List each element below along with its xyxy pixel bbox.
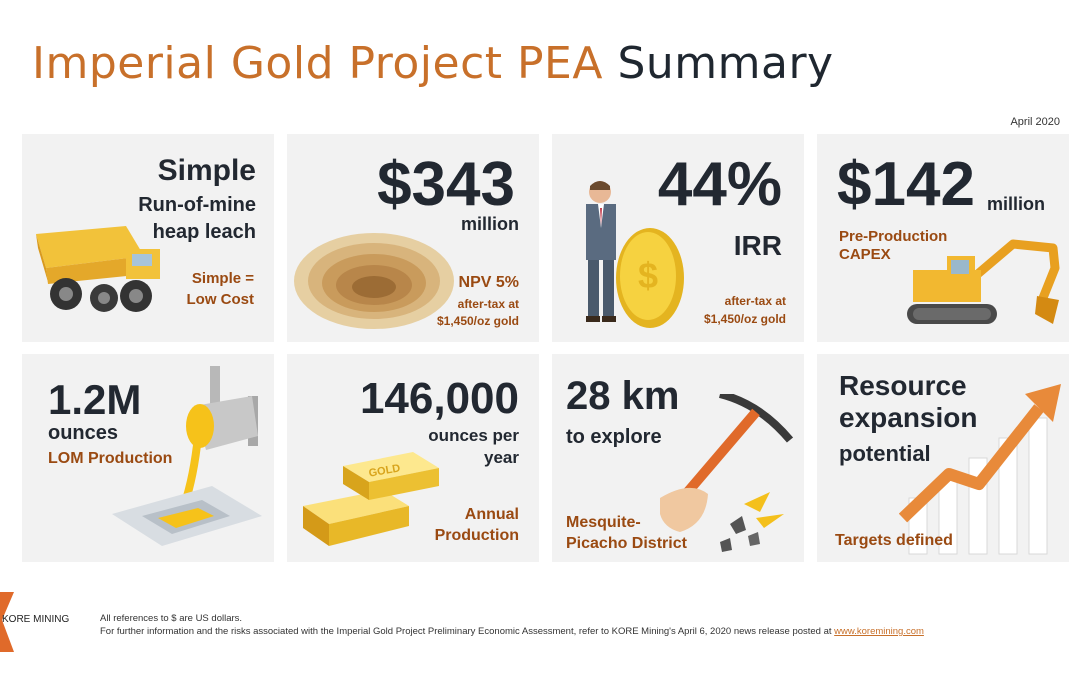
card-npv: $343 million NPV 5% after-tax at $1,450/… [287, 134, 539, 342]
excavator-icon [907, 239, 1060, 324]
card4-unit: million [987, 194, 1045, 214]
website-link[interactable]: www.koremining.com [834, 626, 924, 637]
card1-line2: Run-of-mine [138, 194, 256, 216]
card8-sub1: Targets defined [835, 532, 953, 549]
businessman-coin-icon: $ [586, 181, 684, 328]
card2-sub3: $1,450/oz gold [436, 314, 519, 328]
pouring-ladle-icon [112, 366, 262, 546]
card-lom-production: 1.2M ounces LOM Production [22, 354, 274, 562]
dump-truck-icon [36, 226, 160, 312]
card2-sub1: NPV 5% [458, 274, 519, 291]
card3-sub1: after-tax at [724, 294, 786, 308]
card1-sub2: Low Cost [186, 291, 255, 308]
card6-sub2: Production [434, 527, 519, 544]
card8-line1: Resource [839, 370, 967, 401]
kore-logo-icon [0, 592, 14, 652]
card1-line3: heap leach [152, 221, 256, 243]
card8-line3: potential [839, 441, 931, 466]
card4-value: $142 [837, 150, 975, 219]
footer-disclaimer: All references to $ are US dollars. For … [100, 612, 924, 638]
card6-unit2: year [484, 448, 519, 467]
page-title-accent: Imperial Gold Project PEA [32, 38, 603, 89]
card6-value: 146,000 [359, 374, 519, 423]
card5-sub1: LOM Production [48, 450, 173, 467]
card-annual-production: GOLD 146,000 ounces per year Annual Prod… [287, 354, 539, 562]
footer-line1: All references to $ are US dollars. [100, 613, 243, 624]
card3-sub2: $1,450/oz gold [703, 312, 786, 326]
card7-value: 28 km [566, 374, 680, 418]
svg-text:$: $ [638, 255, 658, 296]
footer-line2: For further information and the risks as… [100, 625, 924, 638]
card6-sub1: Annual [464, 506, 519, 523]
pickaxe-hand-icon [660, 394, 794, 552]
footer-line2-text: For further information and the risks as… [100, 626, 832, 637]
kore-logo: KORE MINING [0, 592, 90, 652]
card5-unit: ounces [48, 422, 119, 444]
card1-line1: Simple [157, 154, 256, 187]
card8-line2: expansion [839, 402, 978, 433]
card2-sub2: after-tax at [457, 297, 519, 311]
svg-text:GOLD: GOLD [368, 462, 401, 479]
card2-value: $343 [377, 150, 515, 219]
kore-logo-text: KORE MINING [2, 614, 70, 625]
card7-unit: to explore [566, 426, 662, 448]
page-title-rest: Summary [617, 38, 834, 89]
card5-value: 1.2M [48, 376, 142, 423]
card4-sub2: CAPEX [839, 246, 891, 263]
card3-unit: IRR [733, 230, 782, 261]
report-date: April 2020 [1010, 116, 1060, 128]
card1-sub1: Simple = [191, 270, 254, 287]
card-capex: $142 million Pre-Production CAPEX [817, 134, 1069, 342]
card7-sub1: Mesquite- [566, 514, 641, 531]
card-exploration: 28 km to explore Mesquite- Picacho Distr… [552, 354, 804, 562]
card3-value: 44% [657, 150, 782, 219]
card-irr: $ 44% IRR after-tax at $1,450/oz gold [552, 134, 804, 342]
card-resource-expansion: Resource expansion potential Targets def… [817, 354, 1069, 562]
card2-unit: million [461, 214, 519, 234]
card7-sub2: Picacho District [566, 535, 687, 552]
growth-chart-arrow-icon [899, 384, 1061, 555]
gold-bars-icon: GOLD [303, 452, 439, 546]
card4-sub1: Pre-Production [839, 228, 948, 245]
card6-unit1: ounces per [428, 426, 519, 445]
page-title: Imperial Gold Project PEA Summary [32, 38, 834, 89]
open-pit-icon [294, 233, 454, 329]
card-simple-heap-leach: Simple Run-of-mine heap leach Simple = L… [22, 134, 274, 342]
